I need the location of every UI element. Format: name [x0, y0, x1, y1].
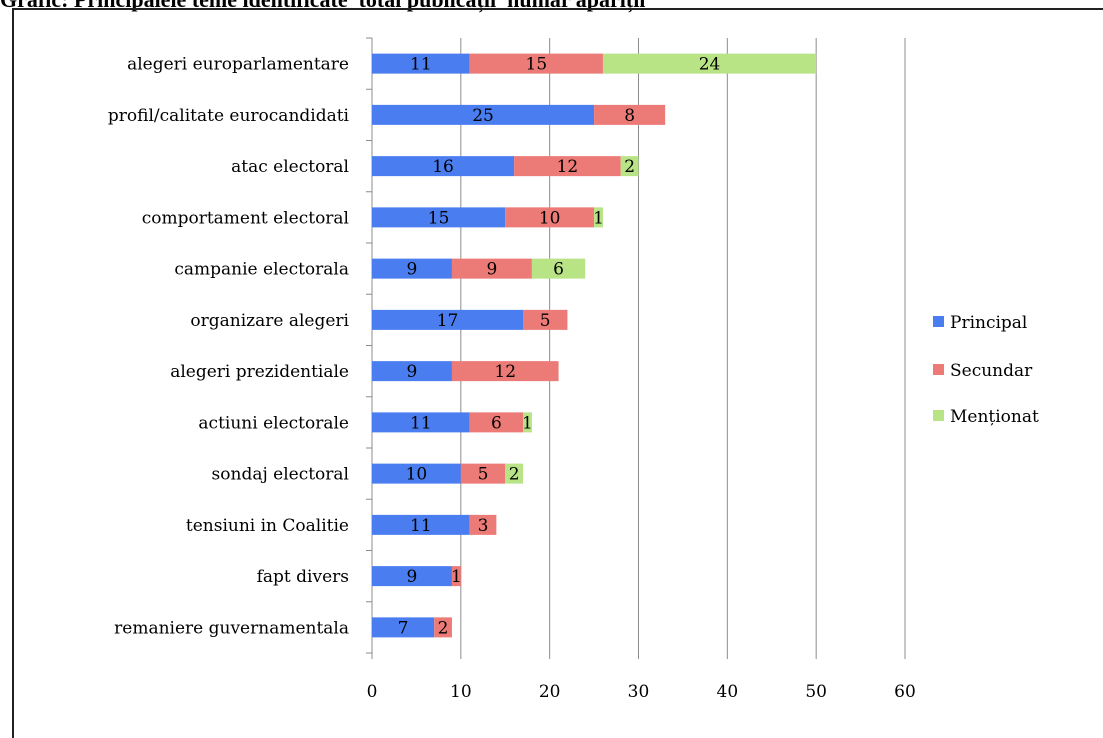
y-category-label: organizare alegeri [190, 311, 349, 331]
y-category-label: alegeri europarlamentare [127, 55, 349, 75]
y-category-label: campanie electorala [174, 260, 349, 280]
data-label: 9 [487, 260, 498, 280]
bar-segment [372, 361, 452, 382]
chart-frame [12, 8, 1103, 738]
x-tick-label: 30 [628, 682, 650, 702]
data-label: 2 [509, 465, 520, 485]
bar-segment [372, 463, 461, 484]
data-label: 7 [398, 618, 409, 638]
bar-segment [372, 309, 524, 330]
bar-segment [469, 514, 497, 535]
y-category-label: comportament electoral [142, 208, 349, 228]
x-tick-label: 40 [717, 682, 739, 702]
bar-segment [372, 258, 452, 279]
data-label: 17 [437, 311, 459, 331]
bar-segment [469, 412, 524, 433]
y-category-label: alegeri prezidentiale [170, 362, 349, 382]
chart-title: Grafic: Principalele teme identificate_t… [0, 0, 1103, 12]
data-label: 12 [494, 362, 516, 382]
data-label: 25 [472, 106, 494, 126]
data-label: 15 [526, 55, 548, 75]
data-label: 8 [624, 106, 635, 126]
data-label: 3 [478, 516, 489, 536]
data-label: 5 [478, 465, 489, 485]
data-label: 11 [410, 413, 432, 433]
y-category-label: actiuni electorale [198, 413, 349, 433]
data-label: 5 [540, 311, 551, 331]
data-label: 9 [407, 260, 418, 280]
bar-segment [372, 53, 470, 74]
bar-segment [469, 53, 603, 74]
legend-label: Secundar [950, 361, 1033, 381]
data-label: 16 [432, 157, 454, 177]
bar-segment [451, 361, 559, 382]
y-category-label: sondaj electoral [212, 465, 349, 485]
y-category-label: fapt divers [257, 567, 349, 587]
y-category-label: profil/calitate eurocandidati [108, 106, 350, 126]
data-label: 1 [593, 208, 604, 228]
bar-segment [451, 258, 532, 279]
data-label: 1 [522, 413, 533, 433]
bar-segment [594, 207, 603, 228]
y-category-label: remaniere guvernamentala [114, 618, 349, 638]
y-category-label: tensiuni in Coalitie [186, 516, 349, 536]
legend-label: Principal [950, 313, 1027, 333]
bar-segment [531, 258, 586, 279]
bar-segment [460, 463, 506, 484]
x-tick-label: 20 [539, 682, 561, 702]
data-label: 10 [406, 465, 428, 485]
legend-swatch [933, 316, 944, 327]
bar-segment [523, 309, 568, 330]
data-label: 11 [410, 55, 432, 75]
x-tick-label: 50 [805, 682, 827, 702]
bar-segment [602, 53, 817, 74]
y-category-label: atac electoral [231, 157, 349, 177]
bar-segment [594, 104, 666, 125]
data-label: 1 [451, 567, 462, 587]
data-label: 9 [407, 567, 418, 587]
data-label: 10 [539, 208, 561, 228]
bar-segment [523, 412, 532, 433]
bar-segment [372, 104, 595, 125]
bar-segment [505, 207, 595, 228]
bar-segment [372, 207, 506, 228]
bar-segment [620, 156, 639, 177]
legend-swatch [933, 410, 944, 421]
x-tick-label: 10 [450, 682, 472, 702]
bar-segment [372, 617, 435, 638]
data-label: 6 [553, 260, 564, 280]
bar-segment [514, 156, 621, 177]
bar-segment [372, 566, 452, 587]
data-label: 11 [410, 516, 432, 536]
data-label: 12 [557, 157, 579, 177]
data-label: 2 [438, 618, 449, 638]
x-tick-label: 60 [894, 682, 916, 702]
bar-segment [372, 412, 470, 433]
x-tick-label: 0 [367, 682, 378, 702]
data-label: 6 [491, 413, 502, 433]
legend-swatch [933, 364, 944, 375]
data-label: 15 [428, 208, 450, 228]
bar-segment [372, 156, 515, 177]
bar-segment [434, 617, 452, 638]
data-label: 2 [624, 157, 635, 177]
data-label: 24 [699, 55, 721, 75]
data-label: 9 [407, 362, 418, 382]
bar-segment [505, 463, 524, 484]
legend-label: Menționat [950, 407, 1039, 427]
bar-segment [372, 514, 470, 535]
bar-segment [451, 566, 461, 587]
